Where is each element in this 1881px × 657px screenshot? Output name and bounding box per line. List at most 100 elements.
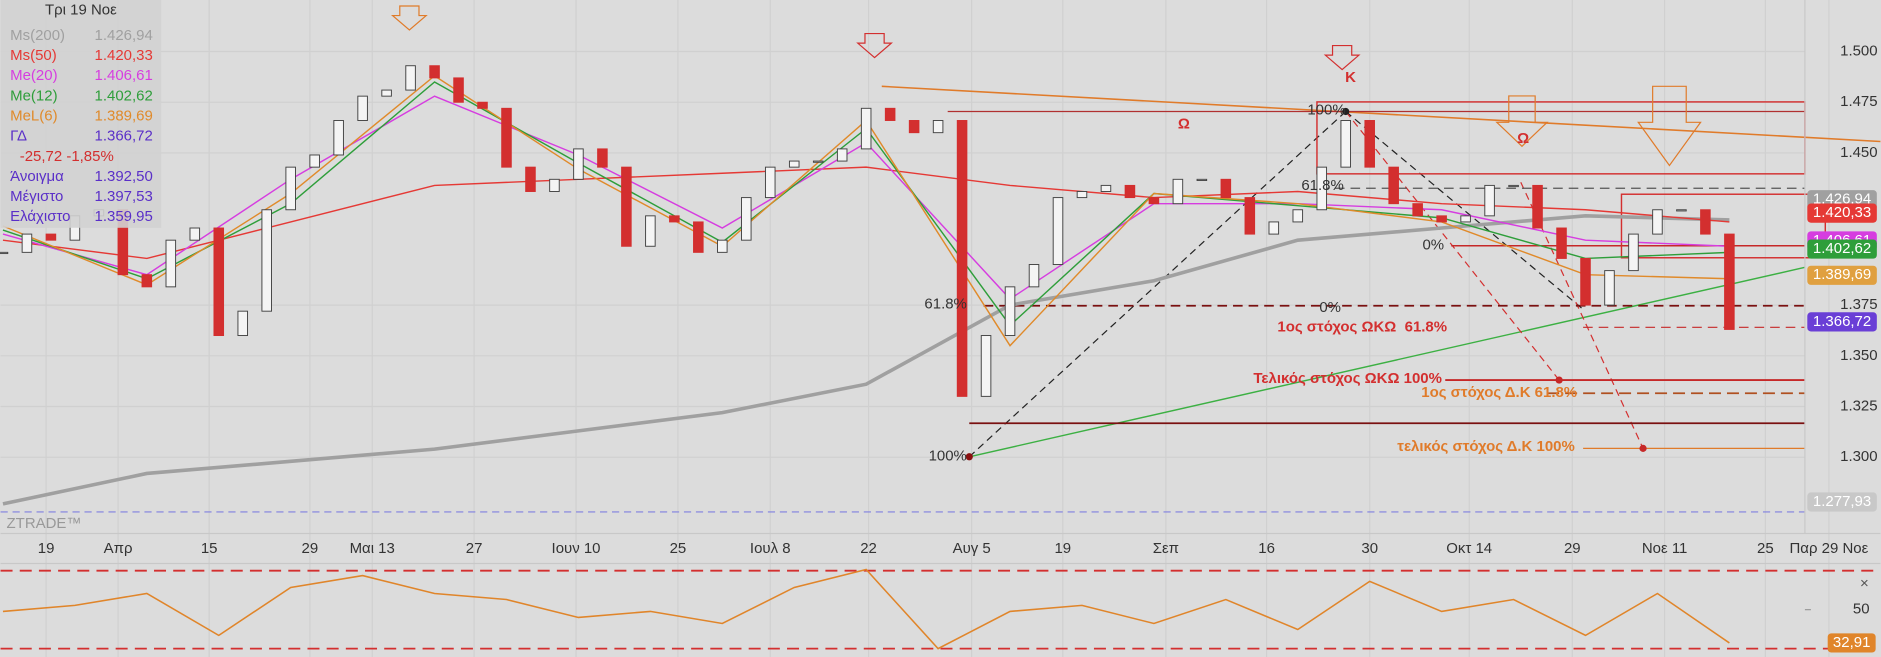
price-tag-label: 1.366,72 bbox=[1813, 313, 1871, 330]
fib-line bbox=[1345, 111, 1584, 310]
candle bbox=[621, 166, 632, 247]
candle bbox=[860, 107, 872, 150]
legend-name: MeL(6) bbox=[10, 107, 57, 124]
candle bbox=[1460, 215, 1471, 223]
candle bbox=[1388, 166, 1399, 205]
candle bbox=[1244, 197, 1256, 235]
ma-line bbox=[2, 214, 1730, 506]
x-tick-label: 30 bbox=[1361, 540, 1378, 557]
candle bbox=[1004, 286, 1016, 337]
arrow-icon bbox=[856, 32, 893, 59]
value-tag bbox=[1827, 633, 1876, 653]
annotation: Ω bbox=[1517, 130, 1529, 147]
legend-value: 1.359,95 bbox=[95, 208, 153, 225]
legend-value: 1.397,53 bbox=[95, 188, 153, 205]
x-tick-label: Οκτ 14 bbox=[1446, 540, 1492, 557]
candle bbox=[1532, 184, 1543, 229]
candle bbox=[1220, 178, 1232, 199]
arrow-icon bbox=[1495, 95, 1549, 148]
candle bbox=[525, 166, 536, 192]
candle bbox=[1436, 215, 1447, 223]
arrow-icon bbox=[1637, 85, 1702, 167]
candle bbox=[549, 178, 560, 192]
price-tag-label: 1.402,62 bbox=[1813, 240, 1871, 257]
candle bbox=[597, 148, 608, 168]
candle bbox=[1412, 203, 1423, 217]
x-tick-label: Μαι 13 bbox=[350, 540, 395, 557]
annotation: 1ος στόχος Δ.Κ 61.8% bbox=[1421, 384, 1577, 401]
candle bbox=[1052, 197, 1064, 266]
price-tag-label: 1.420,33 bbox=[1813, 204, 1871, 221]
legend-value: 1.389,69 bbox=[95, 107, 153, 124]
x-tick-label: 16 bbox=[1258, 540, 1275, 557]
candle bbox=[1292, 209, 1304, 223]
legend-date: Τρι 19 Νοε bbox=[45, 2, 117, 19]
annotation: Τελικός στόχος ΩΚΩ 100% bbox=[1253, 370, 1442, 387]
candle bbox=[788, 160, 800, 168]
price-tag-label: 1.389,69 bbox=[1813, 266, 1871, 283]
x-tick-label: Απρ bbox=[104, 540, 133, 557]
candle bbox=[645, 215, 656, 247]
candle bbox=[189, 227, 201, 241]
legend-value: 1.420,33 bbox=[95, 47, 153, 64]
candle bbox=[669, 215, 680, 223]
x-tick-label: 19 bbox=[1054, 540, 1071, 557]
candle bbox=[165, 239, 177, 288]
candle bbox=[501, 107, 512, 168]
candle bbox=[381, 89, 392, 97]
price-tag bbox=[1807, 492, 1877, 512]
x-tick-label: 19 bbox=[38, 540, 55, 557]
candle bbox=[836, 148, 848, 162]
legend-name: Ελάχιστο bbox=[10, 208, 70, 225]
x-tick-label: 25 bbox=[1757, 540, 1774, 557]
fib-line bbox=[968, 111, 1347, 458]
pivot-dot bbox=[1342, 107, 1350, 116]
x-tick-label: Ιουν 10 bbox=[552, 540, 601, 557]
arrow-icon bbox=[1323, 44, 1361, 71]
candle bbox=[333, 120, 344, 156]
legend-name: Me(20) bbox=[10, 67, 57, 84]
candle bbox=[1628, 233, 1639, 272]
x-tick-label: 29 bbox=[302, 540, 319, 557]
oscillator-line bbox=[2, 568, 1730, 650]
candle bbox=[908, 120, 920, 134]
legend-name: Me(12) bbox=[10, 87, 57, 104]
candle bbox=[1148, 197, 1160, 205]
price-tag bbox=[1807, 265, 1877, 285]
candle bbox=[1556, 227, 1567, 259]
legend-value: 1.402,62 bbox=[95, 87, 153, 104]
candle bbox=[1724, 233, 1735, 330]
drawings: × bbox=[0, 0, 1881, 592]
close-icon[interactable]: × bbox=[1860, 575, 1869, 592]
candle bbox=[0, 251, 9, 255]
y-tick-label: 1.450 bbox=[1840, 144, 1877, 161]
x-tick-label: Παρ 29 Νοε bbox=[1790, 540, 1869, 557]
candle bbox=[1028, 264, 1040, 288]
legend-change: -25,72 -1,85% bbox=[20, 148, 114, 165]
legend-name: Ms(50) bbox=[10, 47, 57, 64]
candle bbox=[980, 335, 992, 397]
candle bbox=[285, 166, 296, 211]
annotation: 100% bbox=[1307, 101, 1345, 118]
candle bbox=[21, 233, 33, 253]
value-tag-label: 32,91 bbox=[1833, 634, 1870, 651]
legend-value: 1.366,72 bbox=[95, 128, 153, 145]
price-tag bbox=[1807, 239, 1877, 259]
annotation: 100% bbox=[929, 448, 967, 465]
candle bbox=[141, 274, 153, 288]
annotation: 0% bbox=[1422, 237, 1444, 254]
candle bbox=[1196, 178, 1208, 182]
y-tick-label: 1.500 bbox=[1840, 42, 1877, 59]
annotation: Ω bbox=[1178, 116, 1190, 133]
candle bbox=[1652, 209, 1663, 235]
legend: Τρι 19 Νοε Ms(200) 1.426,94 Ms(50) 1.420,33… bbox=[0, 0, 162, 228]
ma-line bbox=[2, 166, 1730, 260]
candle bbox=[956, 120, 968, 397]
trend-line bbox=[969, 266, 1806, 458]
annotation: 61.8% bbox=[924, 295, 966, 312]
candle bbox=[812, 160, 824, 163]
y-tick-label: 1.350 bbox=[1840, 347, 1877, 364]
annotation: τελικός στόχος Δ.Κ 100% bbox=[1397, 438, 1575, 455]
legend-name: Άνοιγμα bbox=[10, 168, 64, 185]
